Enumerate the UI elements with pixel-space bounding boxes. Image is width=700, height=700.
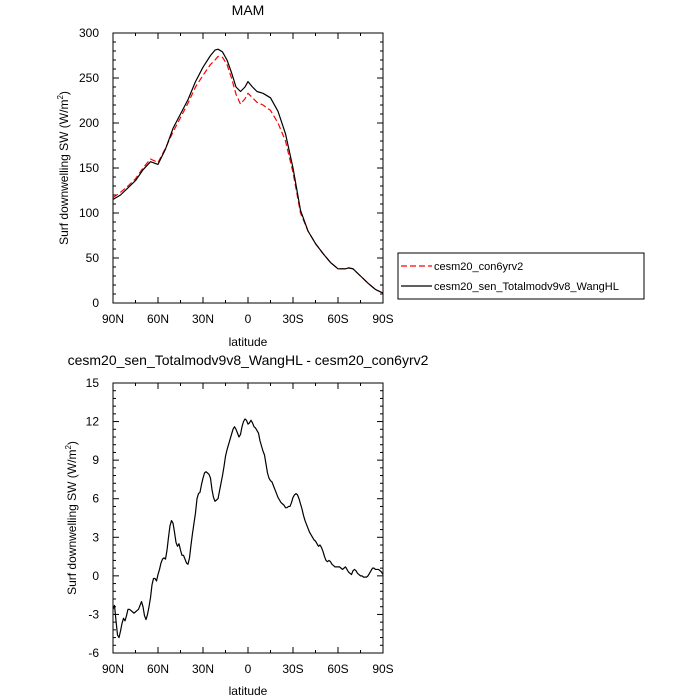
bottom-chart-y-tick-label: 3 xyxy=(92,530,99,544)
top-chart-x-tick-label: 90N xyxy=(102,312,124,326)
top-chart-x-tick-label: 60S xyxy=(327,312,348,326)
bottom-chart-x-tick-label: 30S xyxy=(282,662,303,676)
bottom-chart: cesm20_sen_Totalmodv9v8_WangHL - cesm20_… xyxy=(64,352,429,698)
top-chart-plot-area xyxy=(112,48,384,294)
bottom-chart-y-tick-label: 9 xyxy=(92,453,99,467)
top-chart-x-tick-label: 90S xyxy=(372,312,393,326)
top-chart-y-axis-title: Surf downwelling SW (W/m2) xyxy=(56,91,71,245)
legend: cesm20_con6yrv2 cesm20_sen_Totalmodv9v8_… xyxy=(397,252,645,300)
top-chart-x-tick-label: 0 xyxy=(245,312,252,326)
top-chart-y-axis-title-tail: ) xyxy=(57,91,71,95)
bottom-chart-axes: 90N 60N 30N 0 30S 60S 90S -6 -3 0 3 6 9 12 15 xyxy=(86,376,394,676)
top-chart-y-axis-title-main: Surf downwelling SW (W/m xyxy=(57,100,71,245)
bottom-chart-plot-area xyxy=(112,418,384,639)
bottom-chart-y-axis-title-tail: ) xyxy=(65,441,79,445)
top-chart-axes: 90N 60N 30N 0 30S 60S 90S 0 50 100 150 200 250 300 xyxy=(79,26,394,326)
bottom-chart-x-tick-label: 30N xyxy=(192,662,214,676)
top-chart-x-tick-label: 30N xyxy=(192,312,214,326)
top-chart-y-tick-label: 300 xyxy=(79,26,99,40)
top-chart-series-line-2 xyxy=(112,48,384,294)
legend-label-series-2: cesm20_sen_Totalmodv9v8_WangHL xyxy=(434,281,619,293)
bottom-chart-x-tick-label: 0 xyxy=(245,662,252,676)
bottom-chart-title: cesm20_sen_Totalmodv9v8_WangHL - cesm20_… xyxy=(68,352,429,368)
top-chart-frame xyxy=(112,32,384,304)
bottom-chart-y-tick-label: -6 xyxy=(88,646,99,660)
top-chart: MAM 90N 60N 30N 0 30S 60S 90S 0 50 100 150 200 250 30… xyxy=(56,2,645,349)
bottom-chart-x-tick-label: 60S xyxy=(327,662,348,676)
top-chart-x-tick-label: 30S xyxy=(282,312,303,326)
bottom-chart-y-tick-label: 6 xyxy=(92,492,99,506)
top-chart-y-tick-label: 0 xyxy=(92,296,99,310)
bottom-chart-x-tick-label: 90N xyxy=(102,662,124,676)
bottom-chart-x-tick-label: 90S xyxy=(372,662,393,676)
bottom-chart-y-tick-label: 12 xyxy=(86,415,100,429)
top-chart-x-tick-label: 60N xyxy=(147,312,169,326)
top-chart-y-axis-title-superscript: 2 xyxy=(56,95,65,100)
top-chart-y-tick-label: 200 xyxy=(79,116,99,130)
top-chart-y-tick-label: 100 xyxy=(79,206,99,220)
bottom-chart-x-tick-label: 60N xyxy=(147,662,169,676)
top-chart-y-tick-label: 150 xyxy=(79,161,99,175)
bottom-chart-y-axis-title-main: Surf downwelling SW (W/m xyxy=(65,450,79,595)
legend-label-series-1: cesm20_con6yrv2 xyxy=(434,261,523,273)
bottom-chart-y-tick-label: -3 xyxy=(88,607,99,621)
top-chart-x-axis-title: latitude xyxy=(229,335,268,349)
top-chart-series-line-1 xyxy=(112,55,384,294)
bottom-chart-series-line-1 xyxy=(112,418,384,639)
top-chart-title: MAM xyxy=(232,2,265,18)
top-chart-y-tick-label: 50 xyxy=(86,251,100,265)
top-chart-y-tick-label: 250 xyxy=(79,71,99,85)
legend-box xyxy=(397,252,645,300)
bottom-chart-y-tick-label: 15 xyxy=(86,376,100,390)
bottom-chart-y-axis-title: Surf downwelling SW (W/m2) xyxy=(64,441,79,595)
bottom-chart-x-axis-title: latitude xyxy=(229,684,268,698)
bottom-chart-y-tick-label: 0 xyxy=(92,569,99,583)
bottom-chart-y-axis-title-superscript: 2 xyxy=(64,445,73,450)
